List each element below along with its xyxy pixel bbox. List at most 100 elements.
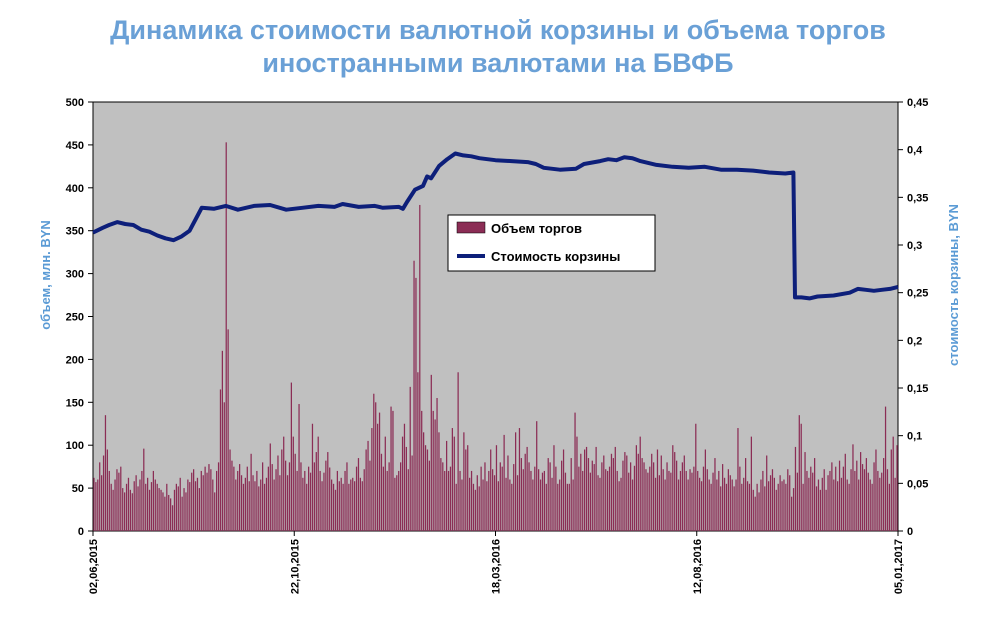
y-left-tick-label: 500 bbox=[66, 97, 84, 109]
legend: Объем торгов Стоимость корзины bbox=[447, 214, 656, 272]
volume-bar bbox=[470, 470, 473, 531]
volume-bar bbox=[804, 452, 806, 531]
volume-bar bbox=[263, 483, 266, 531]
volume-bar bbox=[708, 479, 710, 531]
y-right-tick-label: 0,45 bbox=[907, 97, 928, 109]
volume-bar bbox=[651, 453, 653, 531]
volume-bar bbox=[143, 448, 145, 531]
volume-bar bbox=[888, 483, 890, 531]
volume-bar bbox=[331, 479, 333, 531]
volume-bar bbox=[227, 329, 229, 531]
volume-bar bbox=[225, 142, 227, 531]
axes: 0 50 100 150 200 250 300 350 400 450 500 0 0,05 0,1 0,… bbox=[66, 97, 929, 594]
volume-bar bbox=[725, 483, 728, 531]
volume-bar bbox=[821, 477, 823, 531]
volume-bar bbox=[233, 466, 235, 531]
volume-bar bbox=[582, 470, 584, 531]
volume-bar bbox=[860, 452, 862, 531]
volume-bar bbox=[626, 455, 628, 531]
volume-bar bbox=[817, 479, 820, 531]
volume-bar bbox=[733, 486, 735, 531]
volume-bar bbox=[102, 455, 105, 531]
legend-line-label: Стоимость корзины bbox=[491, 249, 620, 264]
volume-bar bbox=[507, 455, 509, 531]
volume-bar bbox=[791, 496, 793, 531]
volume-bar bbox=[321, 481, 323, 531]
volume-bar bbox=[896, 445, 898, 531]
chart-title-line1: Динамика стоимости валютной корзины и об… bbox=[110, 15, 886, 45]
volume-bar bbox=[539, 479, 542, 531]
volume-bar bbox=[518, 428, 521, 531]
volume-bar bbox=[394, 477, 396, 531]
volume-bar bbox=[309, 472, 312, 531]
volume-bar bbox=[700, 481, 703, 531]
volume-bar bbox=[534, 466, 536, 531]
volume-bar bbox=[158, 488, 160, 531]
volume-bar bbox=[486, 481, 488, 531]
volume-bar bbox=[601, 462, 603, 531]
volume-bar bbox=[371, 428, 373, 531]
volume-bar bbox=[484, 462, 486, 531]
volume-bar bbox=[436, 398, 438, 531]
volume-bar bbox=[223, 402, 225, 531]
volume-bar bbox=[428, 460, 430, 531]
volume-bar bbox=[746, 481, 749, 531]
volume-bar bbox=[488, 470, 490, 531]
volume-bar bbox=[99, 462, 101, 531]
volume-bar bbox=[459, 470, 461, 531]
volume-bar bbox=[288, 462, 291, 531]
volume-bar bbox=[398, 470, 400, 531]
volume-bar bbox=[315, 452, 317, 531]
volume-bar bbox=[262, 462, 264, 531]
volume-bar bbox=[631, 479, 634, 531]
volume-bar bbox=[641, 458, 643, 531]
volume-bar bbox=[325, 460, 327, 531]
volume-bar bbox=[781, 481, 783, 531]
volume-bar bbox=[365, 449, 367, 531]
volume-bar bbox=[689, 469, 691, 531]
volume-bar bbox=[110, 483, 112, 531]
volume-bar bbox=[787, 469, 789, 531]
volume-bar bbox=[802, 483, 804, 531]
volume-bar bbox=[400, 462, 402, 531]
volume-bar bbox=[340, 477, 342, 531]
volume-bar bbox=[156, 483, 158, 531]
volume-bar bbox=[181, 496, 183, 531]
volume-bar bbox=[827, 475, 829, 531]
volume-bar bbox=[637, 453, 639, 531]
volume-bar bbox=[687, 479, 689, 531]
volume-bar bbox=[200, 470, 202, 531]
volume-bar bbox=[819, 489, 821, 531]
volume-bar bbox=[699, 477, 701, 531]
volume-bar bbox=[170, 498, 172, 531]
volume-bar bbox=[283, 436, 285, 531]
volume-bar bbox=[212, 479, 214, 531]
volume-bar bbox=[852, 444, 854, 531]
volume-bar bbox=[461, 479, 463, 531]
volume-bar bbox=[378, 412, 381, 531]
volume-bar bbox=[578, 466, 580, 531]
volume-bar bbox=[131, 493, 133, 531]
volume-bar bbox=[808, 477, 810, 531]
volume-bar bbox=[419, 204, 421, 531]
volume-bar bbox=[183, 488, 185, 531]
volume-bar bbox=[298, 404, 300, 531]
volume-bar bbox=[447, 470, 450, 531]
volume-bar bbox=[622, 460, 624, 531]
volume-bar bbox=[177, 486, 179, 531]
volume-bar bbox=[654, 477, 657, 531]
volume-bar bbox=[252, 475, 254, 531]
volume-bar bbox=[285, 460, 287, 531]
volume-bar bbox=[457, 372, 459, 531]
y-left-tick-label: 200 bbox=[66, 354, 84, 366]
plot-area bbox=[92, 101, 899, 532]
volume-bar bbox=[273, 479, 275, 531]
volume-bar bbox=[148, 489, 151, 531]
volume-bar bbox=[214, 492, 216, 531]
volume-bar bbox=[551, 477, 553, 531]
volume-bar bbox=[766, 455, 768, 531]
volume-bar bbox=[440, 458, 442, 531]
volume-bar bbox=[624, 452, 626, 531]
volume-bar bbox=[842, 466, 844, 531]
volume-bar bbox=[810, 466, 812, 531]
